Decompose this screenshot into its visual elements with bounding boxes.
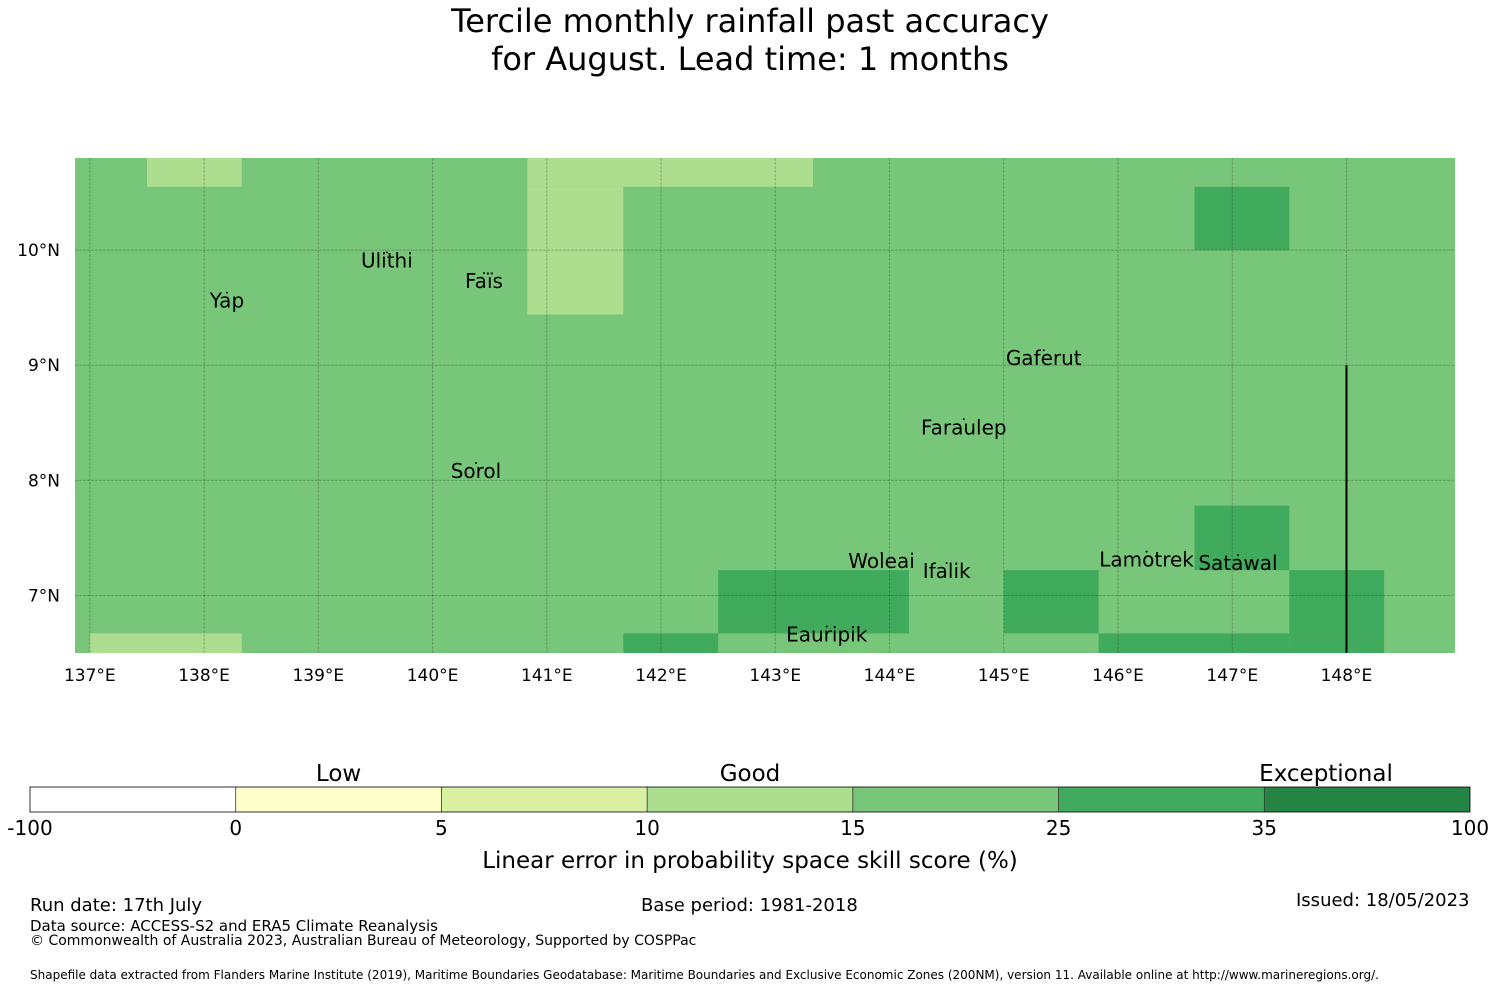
colorbar-segment	[1058, 787, 1265, 812]
chart-title: Tercile monthly rainfall past accuracy f…	[0, 2, 1500, 78]
island-label: Ulithi	[361, 248, 413, 272]
base-period: Base period: 1981-2018	[641, 895, 858, 916]
colorbar-title: Linear error in probability space skill …	[482, 848, 1018, 874]
island-label: Lamotrek	[1099, 548, 1194, 572]
lon-tick-label: 148°E	[1321, 666, 1373, 686]
skill-cell-10	[1289, 570, 1385, 653]
colorbar-segment	[235, 787, 442, 812]
skill-cell-9	[1098, 633, 1290, 653]
island-dot	[1042, 349, 1045, 352]
colorbar-category-label: Exceptional	[1259, 761, 1393, 787]
run-date: Run date: 17th July	[30, 895, 203, 916]
skill-cell-5	[1194, 505, 1290, 571]
skill-cell-4	[1194, 186, 1290, 251]
copyright: © Commonwealth of Australia 2023, Austra…	[30, 933, 697, 949]
lon-tick-label: 145°E	[978, 666, 1030, 686]
colorbar-category-label: Low	[316, 761, 361, 787]
island-label: Yap	[209, 289, 244, 313]
island-dot	[880, 551, 883, 554]
island-labels: Yap Ulithi Faïs Gaferut Faraulep Sorol Woleai I…	[209, 248, 1278, 646]
data-source: Data source: ACCESS-S2 and ERA5 Climate …	[30, 917, 438, 935]
lon-tick-label: 140°E	[407, 666, 459, 686]
colorbar-category-label: Good	[720, 761, 781, 787]
issued-date: Issued: 18/05/2023	[1296, 890, 1470, 911]
colorbar-tick-label: 10	[634, 816, 659, 840]
skill-cell-1	[527, 158, 813, 187]
island-dot	[385, 251, 388, 254]
island-dot	[474, 462, 477, 465]
lon-tick-label: 142°E	[635, 666, 687, 686]
colorbar-segment	[852, 787, 1059, 812]
island-label: Sorol	[451, 459, 502, 483]
latitude-axis-labels: 10°N 9°N 8°N 7°N	[17, 241, 60, 606]
island-label: Satawal	[1198, 551, 1277, 575]
colorbar-tick-label: 0	[229, 816, 242, 840]
colorbar-tick-label: 100	[1451, 816, 1489, 840]
longitude-axis-labels: 137°E 138°E 139°E 140°E 141°E 142°E 143°E 144°E…	[64, 666, 1372, 686]
island-label: Eauripik	[786, 622, 868, 646]
shapefile-credit: Shapefile data extracted from Flanders M…	[30, 968, 1379, 982]
island-dot	[225, 291, 228, 294]
island-label: Faïs	[465, 269, 503, 293]
colorbar-tick-label: 15	[840, 816, 865, 840]
lon-tick-label: 137°E	[64, 666, 116, 686]
skill-cell-3	[89, 633, 242, 653]
lon-tick-label: 139°E	[292, 666, 344, 686]
colorbar-segment	[441, 787, 648, 812]
lon-tick-label: 138°E	[178, 666, 230, 686]
skill-cell-8	[1003, 570, 1099, 634]
lon-tick-label: 143°E	[749, 666, 801, 686]
skill-cell-6	[718, 570, 909, 634]
island-label: Gaferut	[1006, 346, 1082, 370]
island-dot	[1145, 550, 1148, 553]
title-line-2: for August. Lead time: 1 months	[491, 40, 1009, 78]
colorbar: -100 0 5 10 15 25 35 100 Low Good Exceptional Linea…	[7, 761, 1489, 874]
island-dot	[945, 562, 948, 565]
island-label: Ifalik	[923, 559, 971, 583]
lon-tick-label: 141°E	[521, 666, 573, 686]
colorbar-tick-label: 35	[1252, 816, 1277, 840]
lat-tick-label: 9°N	[28, 356, 60, 376]
lat-tick-label: 7°N	[28, 586, 60, 606]
colorbar-tick-label: 5	[435, 816, 448, 840]
skill-cell-7	[623, 633, 719, 653]
lon-tick-label: 147°E	[1206, 666, 1258, 686]
colorbar-tick-label: 25	[1046, 816, 1071, 840]
colorbar-frame	[29, 786, 1471, 813]
island-dot	[962, 418, 965, 421]
title-line-1: Tercile monthly rainfall past accuracy	[451, 2, 1049, 40]
island-label: Woleai	[848, 549, 915, 573]
colorbar-segment	[1264, 787, 1470, 812]
colorbar-segment	[647, 787, 853, 812]
lon-tick-label: 144°E	[864, 666, 916, 686]
island-label: Faraulep	[921, 415, 1007, 439]
lon-tick-label: 146°E	[1092, 666, 1144, 686]
island-markers	[225, 251, 1239, 628]
colorbar-segment	[30, 787, 236, 812]
island-dot	[1236, 554, 1239, 557]
lat-tick-label: 8°N	[28, 471, 60, 491]
skill-cell-2	[527, 186, 624, 315]
lat-tick-label: 10°N	[17, 241, 60, 261]
skill-grid-cells	[75, 158, 1455, 653]
island-dot	[482, 272, 485, 275]
skill-cell-0	[146, 158, 242, 187]
colorbar-tick-label: -100	[7, 816, 52, 840]
island-dot	[825, 625, 828, 628]
